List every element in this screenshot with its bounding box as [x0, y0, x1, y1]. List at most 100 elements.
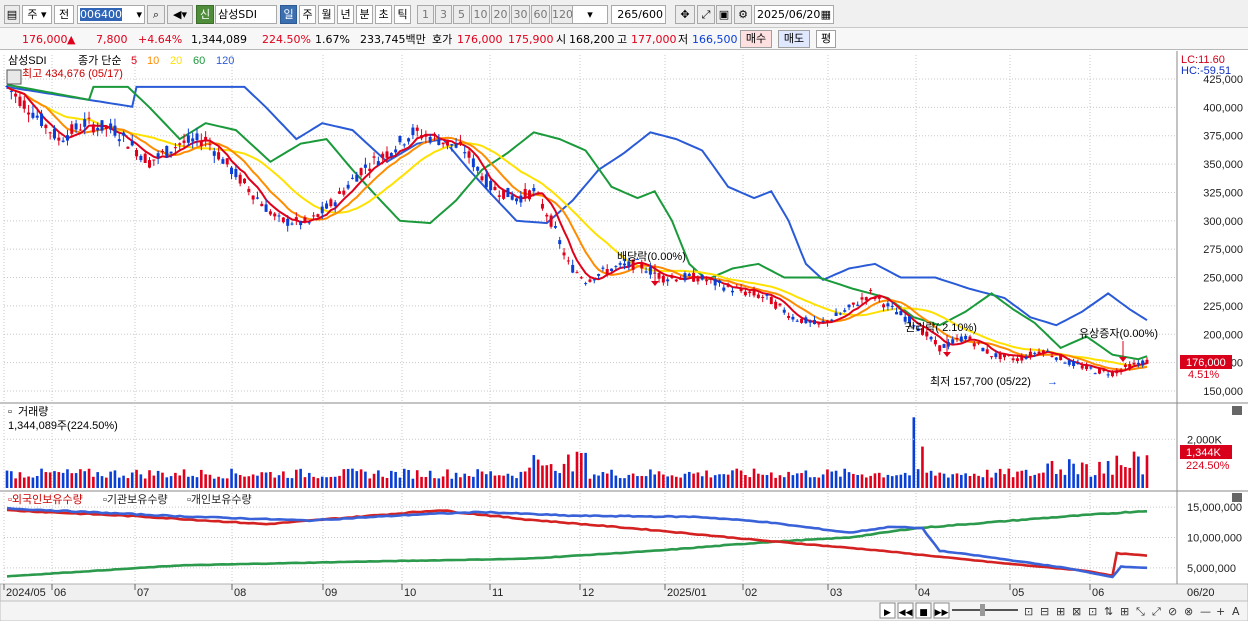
- volume-bar: [506, 473, 510, 488]
- buy-button[interactable]: 매수: [740, 30, 772, 48]
- candle-body: [389, 153, 393, 157]
- candle-body: [96, 127, 100, 131]
- period-tab-1[interactable]: 주: [299, 5, 316, 24]
- save-icon[interactable]: ▣: [716, 5, 732, 24]
- volume-ratio: 224.50%: [262, 33, 311, 46]
- extra-select[interactable]: ▾: [572, 5, 608, 24]
- candle-body: [57, 137, 61, 141]
- volume-bar: [718, 474, 721, 488]
- candle-body: [1063, 362, 1067, 364]
- price-tick-label: 425,000: [1203, 74, 1243, 86]
- candle-body: [264, 204, 268, 212]
- volume-bar: [562, 463, 566, 488]
- candle-body: [933, 339, 937, 345]
- candle-body: [433, 133, 436, 136]
- candle-body: [424, 134, 428, 137]
- interval-button-30[interactable]: 30: [511, 5, 530, 24]
- volume-bar: [968, 476, 972, 488]
- price-tick-label: 375,000: [1203, 131, 1243, 143]
- volume-pane-close-icon: [1232, 406, 1242, 415]
- interval-button-1[interactable]: 1: [417, 5, 434, 24]
- volume-bar: [1016, 471, 1019, 488]
- crosshair-icon[interactable]: ✥: [675, 5, 695, 24]
- stock-name[interactable]: 삼성SDI: [215, 5, 277, 24]
- toolbar-tool-icon: ⊞: [1120, 605, 1129, 618]
- candle-body: [614, 266, 618, 268]
- calendar-icon[interactable]: ▦: [820, 8, 831, 21]
- candle-body: [817, 323, 821, 325]
- type-select[interactable]: 주 ▾: [22, 5, 52, 24]
- gear-icon[interactable]: ⚙: [734, 5, 752, 24]
- candle-body: [696, 278, 700, 282]
- period-tab-4[interactable]: 분: [356, 5, 373, 24]
- volume-bar: [61, 472, 65, 488]
- event-arrow-icon: [943, 352, 951, 357]
- volume-bar: [27, 476, 30, 488]
- individual-holdings-line: [6, 510, 1148, 578]
- speaker-icon[interactable]: ◀▾: [167, 5, 193, 24]
- candle-body: [1024, 357, 1028, 359]
- volume-bar: [951, 474, 954, 488]
- period-tab-6[interactable]: 틱: [394, 5, 411, 24]
- interval-button-20[interactable]: 20: [491, 5, 510, 24]
- stock-code-input[interactable]: 006400 ▾: [77, 5, 145, 24]
- volume-bar: [57, 472, 61, 488]
- volume-bar: [269, 471, 272, 488]
- candle-body: [899, 311, 903, 316]
- x-axis-label: 04: [918, 587, 930, 599]
- x-axis-label: 03: [830, 587, 842, 599]
- search-icon[interactable]: ⌕: [147, 5, 165, 24]
- candle-body: [549, 215, 553, 227]
- interval-button-3[interactable]: 3: [435, 5, 452, 24]
- period-tab-5[interactable]: 초: [375, 5, 392, 24]
- candle-body: [394, 149, 398, 153]
- candle-body: [856, 304, 860, 306]
- interval-button-120[interactable]: 120: [551, 5, 573, 24]
- volume-bar: [152, 475, 156, 488]
- window-menu-icon[interactable]: ▤: [4, 5, 20, 24]
- holdings-legend-2: ▫개인보유수량: [187, 493, 252, 506]
- volume-bar: [545, 465, 549, 488]
- volume-bar: [450, 478, 454, 488]
- candle-body: [338, 191, 341, 194]
- x-axis-label: 2024/05: [6, 587, 46, 599]
- chart-area[interactable]: 150,000175,000200,000225,000250,000275,0…: [0, 51, 1248, 621]
- candle-body: [135, 149, 139, 157]
- period-tab-3[interactable]: 년: [337, 5, 354, 24]
- ma-legend-20: 20: [170, 55, 182, 67]
- chevron-down-icon[interactable]: ▾: [136, 8, 142, 21]
- interval-button-60[interactable]: 60: [531, 5, 550, 24]
- candle-body: [545, 214, 549, 217]
- volume-bar: [480, 471, 484, 488]
- date-input[interactable]: 2025/06/20 ▦: [754, 5, 834, 24]
- volume-bar: [865, 477, 868, 488]
- candle-body: [540, 203, 544, 209]
- price-tick-label: 275,000: [1203, 244, 1243, 256]
- period-tab-0[interactable]: 일: [280, 5, 297, 24]
- prev-button[interactable]: 전: [54, 5, 74, 24]
- volume-bar: [1007, 468, 1011, 488]
- candle-body: [1050, 355, 1054, 357]
- volume-bar: [826, 469, 829, 488]
- volume-bar: [260, 472, 264, 488]
- volume-bar: [390, 470, 393, 488]
- sell-button[interactable]: 매도: [778, 30, 810, 48]
- candle-body: [1093, 373, 1097, 375]
- interval-button-5[interactable]: 5: [453, 5, 470, 24]
- volume-bar: [31, 477, 35, 488]
- count-input[interactable]: 265/600: [611, 5, 666, 24]
- candle-body: [40, 113, 44, 127]
- candle-body: [558, 240, 562, 245]
- volume-bar: [342, 469, 346, 488]
- tools-icon[interactable]: ⤢: [697, 5, 715, 24]
- volume-bar: [791, 475, 795, 488]
- candle-body: [791, 316, 795, 320]
- candle-body: [74, 123, 78, 130]
- volume-bar: [1119, 465, 1123, 488]
- interval-button-10[interactable]: 10: [471, 5, 490, 24]
- volume-bar: [782, 477, 786, 488]
- ma-legend-5: 5: [131, 55, 137, 67]
- candle-body: [109, 123, 113, 130]
- eval-button[interactable]: 평: [816, 30, 836, 48]
- period-tab-2[interactable]: 월: [318, 5, 335, 24]
